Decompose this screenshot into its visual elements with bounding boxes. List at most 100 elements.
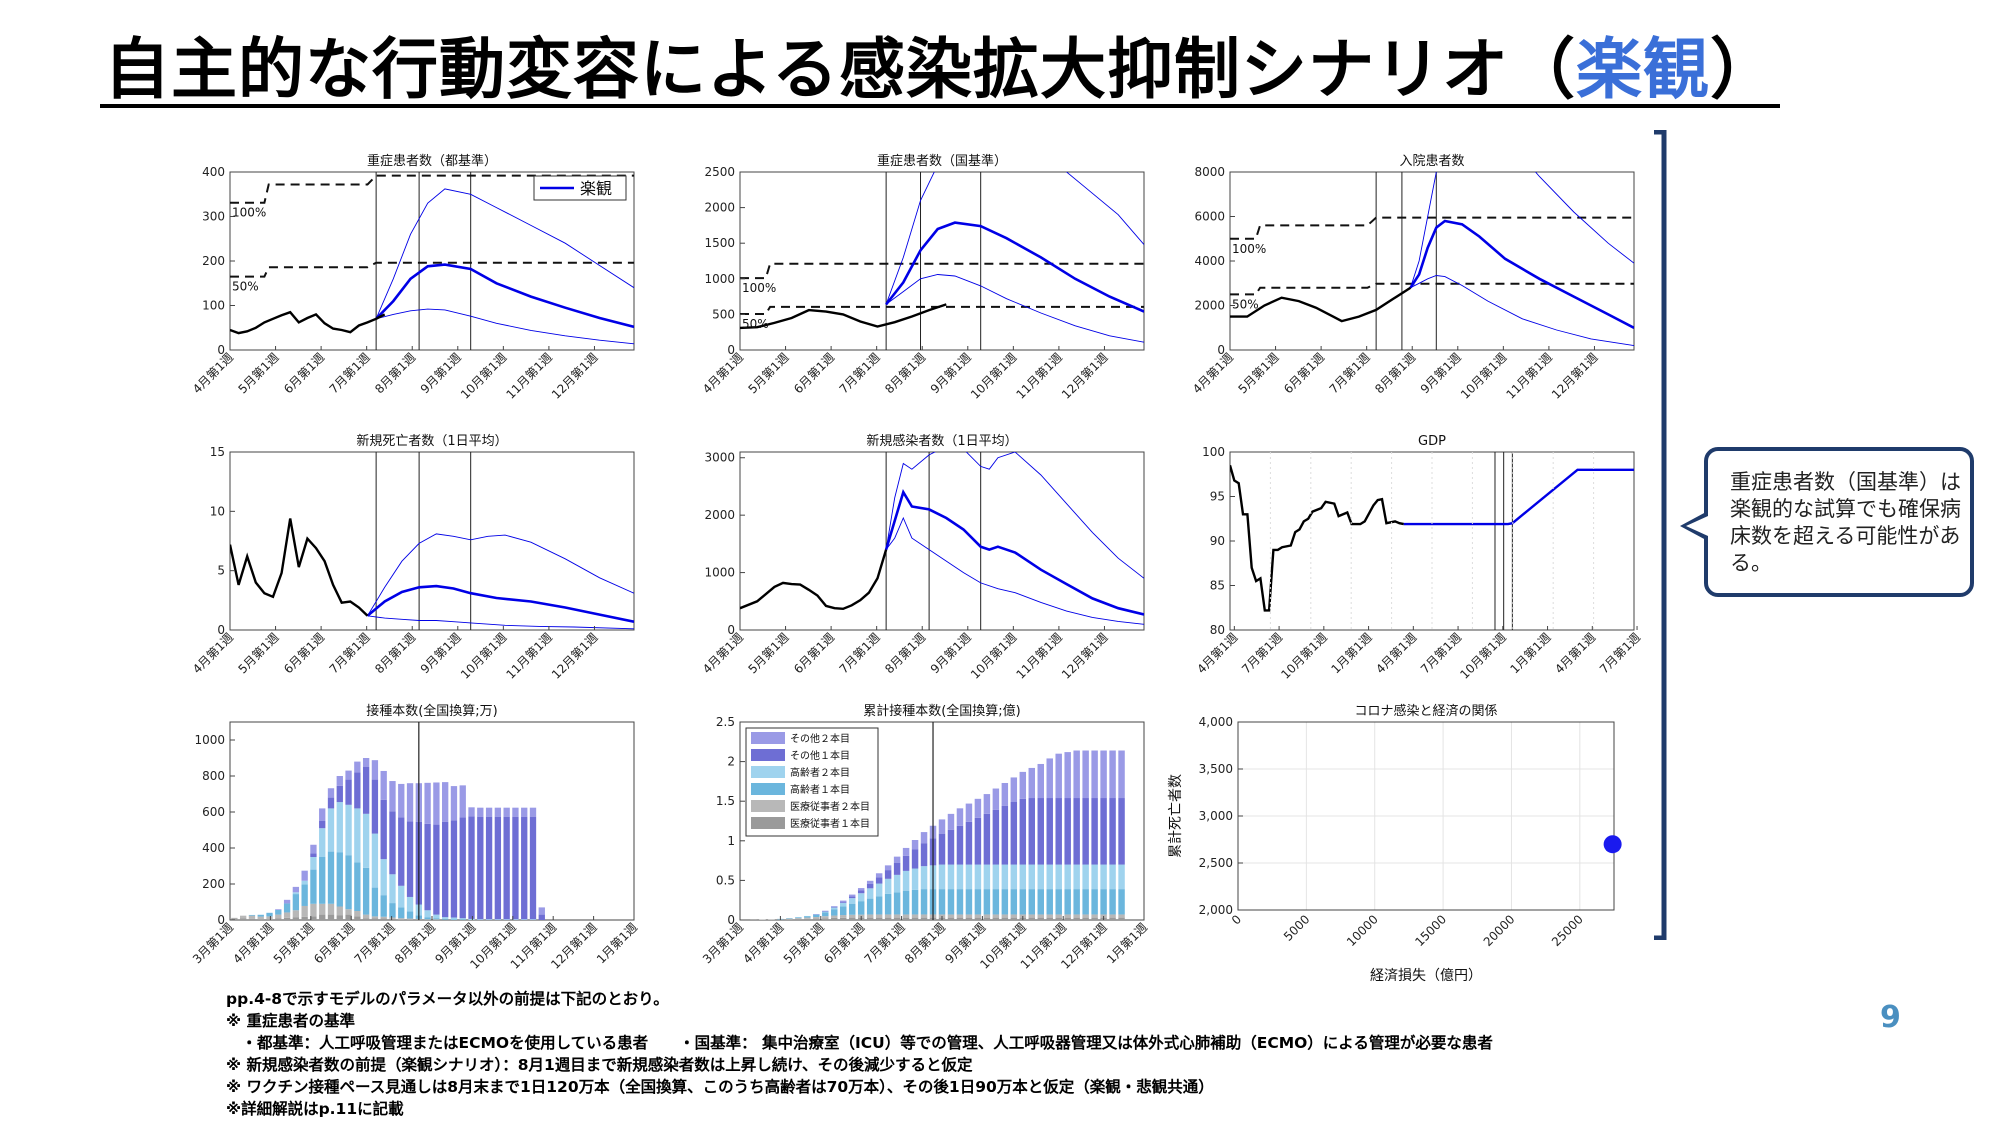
chart-svg: 重症患者数（都基準） 0 100 200 300 400 4月第1週 5月第1週 6月第1週 7月… [190, 153, 635, 402]
chart-title: 新規死亡者数（1日平均） [356, 433, 507, 449]
bar-segment [1082, 750, 1089, 799]
bar-segment [1001, 914, 1009, 918]
bar-segment [866, 914, 874, 918]
bar-segment [512, 919, 519, 920]
bar-segment [1028, 917, 1036, 920]
bar-segment [442, 782, 449, 822]
x-tick-label: 11月第1週 [503, 630, 555, 682]
bar-segment [1118, 889, 1125, 915]
x-tick-label: 12月第1週 [549, 630, 601, 682]
bar-segment [992, 917, 1000, 920]
x-tick-label: 10月第1週 [1457, 630, 1509, 682]
series-lower [367, 615, 634, 630]
x-tick-label: 1月第1週 [1104, 920, 1150, 966]
bar-segment [283, 903, 291, 913]
bar-segment [275, 909, 282, 915]
bar-segment [1055, 753, 1062, 799]
chart-svg: 入院患者数 0 2000 4000 6000 8000 4月第1週 5月第1週 6月第1週 7月第… [1190, 154, 1635, 402]
bar-segment [1100, 750, 1107, 799]
bar-segment [831, 909, 838, 916]
bar-segment [920, 917, 928, 920]
bar-segment [804, 916, 811, 918]
bar-segment [1001, 917, 1009, 920]
bar-segment [965, 803, 973, 822]
bar-segment [1055, 917, 1062, 920]
bar-segment [920, 843, 928, 867]
bar-segment [1028, 864, 1036, 890]
bar-segment [1109, 798, 1116, 865]
bar-segment [965, 914, 973, 918]
plot-frame [1229, 451, 1635, 631]
threshold-label: 50% [232, 280, 259, 294]
bar-segment [1010, 889, 1018, 915]
bar-segment [956, 917, 964, 920]
bar-segment [992, 914, 1000, 918]
bar-segment [336, 776, 343, 786]
bar-segment [354, 772, 361, 809]
bar-segment [1118, 914, 1125, 918]
bar-segment [902, 855, 910, 871]
x-tick-label: 7月第1週 [327, 630, 373, 676]
chart-title: GDP [1418, 434, 1446, 449]
bar-segment [477, 816, 484, 920]
chart-title: 入院患者数 [1399, 154, 1464, 169]
bar-segment [406, 918, 414, 920]
x-tick-label: 6月第1週 [311, 920, 357, 966]
bar-segment [1109, 917, 1116, 920]
bar-segment [1037, 914, 1044, 918]
bar-segment [902, 847, 910, 856]
bar-segment [840, 915, 847, 918]
bar-segment [310, 903, 317, 917]
bar-segment [831, 917, 838, 920]
x-tick-label: 5月第1週 [746, 630, 792, 676]
bar-segment [283, 917, 291, 920]
x-tick-label: 6月第1週 [281, 350, 327, 396]
bar-segment [947, 864, 955, 890]
bar-segment [327, 903, 335, 915]
bar-segment [345, 804, 352, 856]
bar-segment [345, 914, 352, 920]
x-tick-label: 9月第1週 [1418, 350, 1464, 396]
y-axis-label: 累計死亡者数 [1168, 774, 1184, 858]
x-tick-label: 6月第1週 [821, 920, 867, 966]
x-tick-label: 5月第1週 [1236, 350, 1282, 396]
bar-segment [920, 832, 928, 844]
bar-segment [831, 906, 838, 907]
bar-segment [1010, 917, 1018, 920]
bar-segment [424, 782, 431, 824]
bar-segment [283, 899, 291, 904]
x-tick-label: 7月第1週 [837, 350, 883, 396]
bar-segment [257, 914, 264, 917]
callout-text: 重症患者数（国基準）は楽観的な試算でも確保病床数を超える可能性がある。 [1730, 470, 1961, 575]
page-number: 9 [1880, 1000, 1901, 1035]
bar-segment [1100, 889, 1107, 915]
bar-segment [248, 918, 256, 920]
x-tick-label: 11月第1週 [503, 350, 555, 402]
bar-segment [310, 916, 317, 920]
bar-segment [1037, 798, 1044, 865]
bar-segment [848, 896, 856, 899]
bar-segment [266, 912, 273, 917]
bar-segment [822, 910, 829, 912]
bar-segment [965, 821, 973, 865]
bar-segment [884, 914, 892, 918]
bar-segment [875, 873, 883, 878]
bar-segment [503, 816, 510, 920]
threshold-line [1230, 216, 1634, 240]
bar-segment [398, 885, 405, 908]
bar-segment [248, 915, 256, 919]
bar-segment [1091, 864, 1098, 890]
bar-segment [319, 857, 326, 904]
bar-segment [371, 887, 379, 917]
bar-segment [804, 918, 811, 920]
bar-segment [424, 917, 431, 920]
legend-label: 楽観 [580, 179, 612, 198]
bar-segment [521, 816, 528, 920]
chart-svg: 新規死亡者数（1日平均） 0 5 10 15 4月第1週 5月第1週 6月第1週 7月第1週 8月… [190, 433, 635, 682]
bar-segment [983, 794, 991, 814]
bar-segment [319, 828, 326, 857]
y-tick-label: 800 [202, 769, 225, 783]
bar-segment [459, 918, 466, 920]
bar-segment [875, 896, 883, 915]
plot-frame [739, 451, 1145, 631]
